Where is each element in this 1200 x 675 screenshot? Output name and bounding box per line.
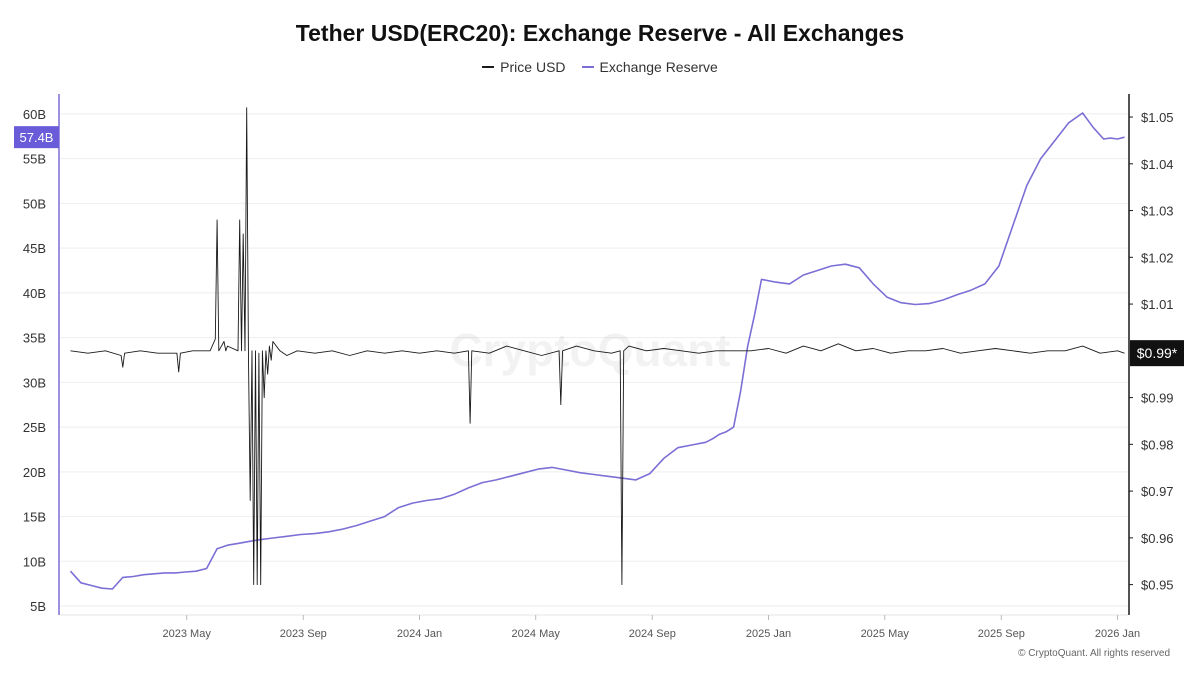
left-tick-label: 20B <box>23 465 46 480</box>
left-tick-label: 30B <box>23 375 46 390</box>
x-tick-label: 2024 Jan <box>397 628 442 640</box>
x-tick-label: 2024 May <box>512 628 561 640</box>
right-tick-label: $1.02 <box>1141 250 1174 265</box>
legend-swatch-reserve <box>581 66 594 68</box>
series-line-exchange-reserve <box>69 112 1125 590</box>
x-tick-label: 2025 Jan <box>746 628 791 640</box>
right-tick-label: $0.96 <box>1141 531 1174 546</box>
left-tick-label: 60B <box>23 107 46 122</box>
legend-swatch-price <box>482 66 495 68</box>
left-tick-label: 5B <box>30 599 46 614</box>
right-tick-label: $0.99 <box>1141 391 1174 406</box>
left-current-value-badge <box>14 126 59 149</box>
right-tick-label: $1.01 <box>1141 297 1174 312</box>
chart-title: Tether USD(ERC20): Exchange Reserve - Al… <box>295 20 905 46</box>
copyright-credit: © CryptoQuant. All rights reserved <box>1018 648 1170 659</box>
legend-label-reserve: Exchange Reserve <box>599 59 718 75</box>
left-tick-label: 35B <box>23 331 46 346</box>
left-tick-label: 55B <box>23 152 46 167</box>
legend-item-price[interactable]: Price USD <box>482 59 566 75</box>
legend-item-reserve[interactable]: Exchange Reserve <box>581 59 718 75</box>
right-current-value-label: $0.99* <box>1137 345 1178 361</box>
x-tick-label: 2025 May <box>861 628 910 640</box>
right-tick-label: $1.03 <box>1141 204 1174 219</box>
left-tick-label: 15B <box>23 510 46 525</box>
left-current-value-label: 57.4B <box>20 130 54 145</box>
left-tick-label: 10B <box>23 554 46 569</box>
series-line-price-usd <box>70 107 1125 586</box>
legend-label-price: Price USD <box>500 59 566 75</box>
right-tick-label: $0.97 <box>1141 484 1174 499</box>
x-tick-label: 2023 May <box>163 628 212 640</box>
left-tick-label: 25B <box>23 420 46 435</box>
x-tick-label: 2023 Sep <box>280 628 327 640</box>
left-tick-label: 50B <box>23 196 46 211</box>
left-tick-label: 45B <box>23 241 46 256</box>
right-tick-label: $1.05 <box>1141 110 1174 125</box>
left-tick-label: 40B <box>23 286 46 301</box>
x-tick-label: 2026 Jan <box>1095 628 1140 640</box>
right-tick-label: $0.95 <box>1141 578 1174 593</box>
x-tick-label: 2024 Sep <box>629 628 676 640</box>
legend: Price USD Exchange Reserve <box>0 59 1200 75</box>
right-tick-label: $0.98 <box>1141 437 1174 452</box>
right-tick-label: $1.04 <box>1141 157 1174 172</box>
right-current-value-badge <box>1130 340 1184 367</box>
x-tick-label: 2025 Sep <box>978 628 1025 640</box>
